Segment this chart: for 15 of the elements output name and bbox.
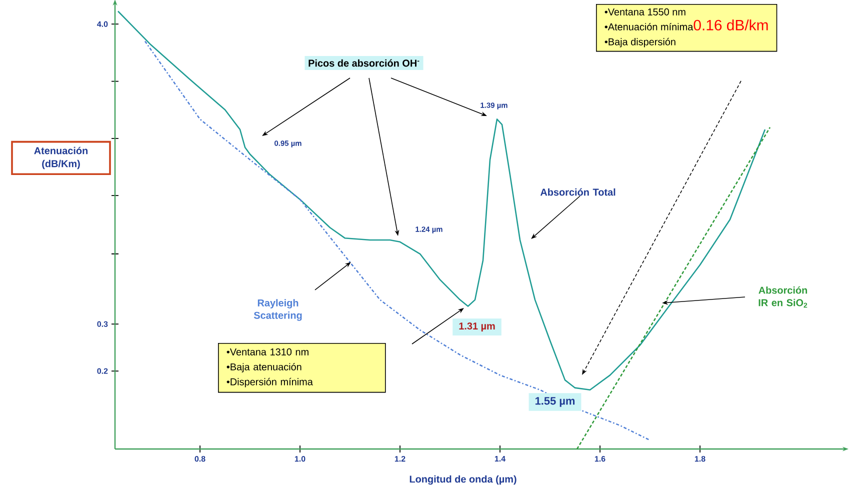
text: Absorción IR en SiO$_{2}$ — [758, 286, 808, 308]
annotation: •Atenuación mínima — [604, 22, 694, 30]
annotation: 1.31 µm — [459, 322, 495, 332]
annotation: •Baja atenuación — [226, 362, 302, 372]
annotation: 0.16 dB/km — [694, 19, 768, 30]
annotation: •Dispersión mínima — [226, 378, 313, 388]
text: Absorción Total — [540, 188, 616, 196]
x-axis-title: Longitud de onda (µm) — [410, 475, 516, 485]
annotation: •Baja dispersión — [604, 38, 676, 48]
annotation: •Ventana 1310 nm — [226, 348, 308, 356]
text: Rayleigh Scattering — [254, 299, 302, 321]
annotation: •Ventana 1550 nm — [604, 8, 686, 16]
y-axis-title: Atenuación (dB/Km) — [34, 146, 88, 170]
annotation: 1.55 µm — [535, 397, 575, 407]
annotation: Picos de absorción OH$^{-}$ — [308, 59, 420, 67]
